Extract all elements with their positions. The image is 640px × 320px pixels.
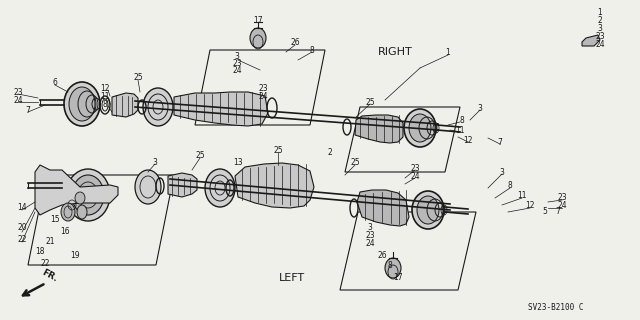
Text: RIGHT: RIGHT: [378, 47, 412, 57]
Text: FR.: FR.: [40, 268, 59, 284]
Text: SV23-B2100 C: SV23-B2100 C: [528, 303, 584, 312]
Text: 25: 25: [133, 73, 143, 82]
Text: 8: 8: [102, 100, 108, 108]
Text: 24: 24: [365, 239, 375, 249]
Text: 24: 24: [595, 39, 605, 49]
Ellipse shape: [64, 82, 100, 126]
Text: 1: 1: [445, 47, 451, 57]
Ellipse shape: [69, 87, 95, 121]
Text: 8: 8: [388, 260, 392, 269]
Text: 11: 11: [455, 125, 465, 134]
Text: 15: 15: [50, 215, 60, 225]
Text: 24: 24: [258, 92, 268, 100]
Ellipse shape: [385, 258, 401, 278]
Text: 23: 23: [557, 194, 567, 203]
Text: 17: 17: [253, 15, 263, 25]
Text: 26: 26: [290, 37, 300, 46]
Text: 19: 19: [70, 251, 80, 260]
Text: 25: 25: [195, 150, 205, 159]
Ellipse shape: [417, 196, 439, 224]
Text: 23: 23: [365, 231, 375, 241]
Text: 16: 16: [60, 228, 70, 236]
Text: 3: 3: [477, 103, 483, 113]
Text: 25: 25: [273, 146, 283, 155]
Ellipse shape: [77, 205, 87, 219]
Polygon shape: [174, 92, 268, 126]
Text: 12: 12: [463, 135, 473, 145]
Ellipse shape: [72, 175, 104, 215]
Text: 22: 22: [17, 236, 27, 244]
Text: 20: 20: [17, 223, 27, 233]
Text: 24: 24: [232, 66, 242, 75]
Ellipse shape: [205, 169, 235, 207]
Text: 24: 24: [13, 95, 23, 105]
Text: 23: 23: [13, 87, 23, 97]
Polygon shape: [35, 165, 118, 215]
Text: 25: 25: [365, 98, 375, 107]
Text: 3: 3: [598, 23, 602, 33]
Text: 3: 3: [500, 167, 504, 177]
Ellipse shape: [250, 28, 266, 48]
Text: 8: 8: [508, 180, 513, 189]
Text: 3: 3: [367, 223, 372, 233]
Text: 7: 7: [556, 207, 561, 217]
Text: 2: 2: [598, 15, 602, 25]
Text: LEFT: LEFT: [279, 273, 305, 283]
Text: 8: 8: [460, 116, 465, 124]
Text: 24: 24: [557, 202, 567, 211]
Polygon shape: [357, 190, 409, 226]
Text: 8: 8: [310, 45, 314, 54]
Text: 7: 7: [26, 106, 31, 115]
Text: 22: 22: [40, 259, 50, 268]
Text: 11: 11: [100, 92, 109, 100]
Text: 11: 11: [517, 190, 527, 199]
Ellipse shape: [404, 109, 436, 147]
Text: 18: 18: [35, 247, 45, 257]
Text: 26: 26: [377, 251, 387, 260]
Text: 23: 23: [232, 59, 242, 68]
Text: 6: 6: [52, 77, 58, 86]
Polygon shape: [355, 115, 403, 143]
Ellipse shape: [75, 192, 85, 204]
Ellipse shape: [412, 191, 444, 229]
Text: 23: 23: [410, 164, 420, 172]
Text: 5: 5: [543, 207, 547, 217]
Ellipse shape: [409, 114, 431, 142]
Text: 24: 24: [410, 172, 420, 180]
Text: 14: 14: [17, 204, 27, 212]
Text: 23: 23: [258, 84, 268, 92]
Text: 13: 13: [233, 157, 243, 166]
Text: 12: 12: [525, 201, 535, 210]
Text: 21: 21: [45, 237, 55, 246]
Polygon shape: [235, 163, 314, 208]
Text: 1: 1: [598, 7, 602, 17]
Text: 17: 17: [393, 273, 403, 282]
Polygon shape: [112, 93, 138, 117]
Ellipse shape: [61, 203, 75, 221]
Text: 23: 23: [595, 31, 605, 41]
Text: 7: 7: [497, 138, 502, 147]
Ellipse shape: [143, 88, 173, 126]
Ellipse shape: [66, 169, 110, 221]
Text: 12: 12: [100, 84, 109, 92]
Polygon shape: [582, 35, 600, 46]
Text: 2: 2: [328, 148, 332, 156]
Text: 3: 3: [152, 157, 157, 166]
Polygon shape: [168, 173, 197, 197]
Text: 3: 3: [235, 52, 239, 60]
Text: 25: 25: [350, 157, 360, 166]
Ellipse shape: [135, 170, 161, 204]
